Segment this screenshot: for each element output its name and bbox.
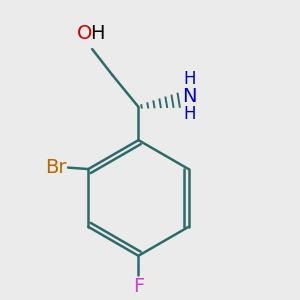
- Text: N: N: [182, 87, 196, 106]
- Text: F: F: [133, 277, 144, 296]
- Text: Br: Br: [45, 158, 67, 177]
- Text: H: H: [183, 106, 196, 124]
- Text: O: O: [77, 24, 93, 43]
- Text: H: H: [183, 70, 196, 88]
- Text: H: H: [90, 24, 104, 43]
